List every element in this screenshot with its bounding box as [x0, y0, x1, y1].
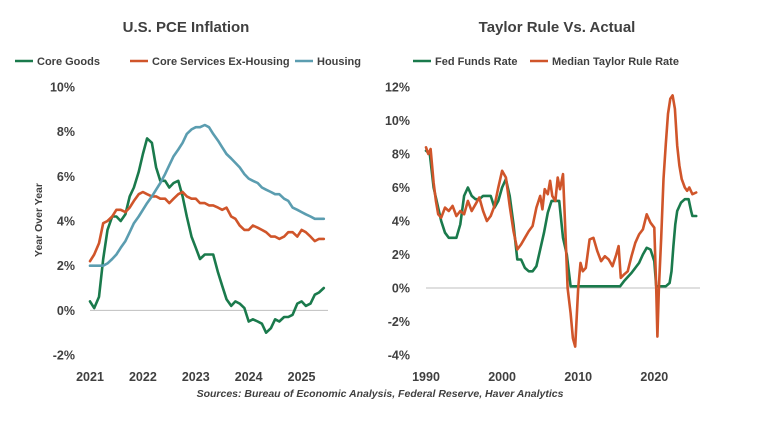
- legend: Core Goods Core Services Ex-Housing Hous…: [15, 56, 361, 68]
- legend-label-fed-funds: Fed Funds Rate: [435, 56, 518, 68]
- x-tick-label: 2020: [640, 370, 668, 384]
- x-tick-label: 2010: [564, 370, 592, 384]
- plot-area: -4% -2% 0% 2% 4% 6% 8% 10% 12% 1990 2000 2010 2020: [385, 81, 700, 384]
- y-tick-label: -4%: [388, 349, 410, 363]
- y-tick-label: 8%: [392, 148, 410, 162]
- legend-label-core-goods: Core Goods: [37, 56, 100, 68]
- source-note: Sources: Bureau of Economic Analysis, Fe…: [197, 388, 564, 400]
- series-line-fed-funds-rate: [424, 149, 698, 288]
- y-tick-label: -2%: [388, 315, 410, 329]
- legend: Fed Funds Rate Median Taylor Rule Rate: [413, 56, 679, 68]
- chart-title: U.S. PCE Inflation: [123, 19, 250, 36]
- y-tick-label: 2%: [57, 259, 75, 273]
- y-axis-label: Year Over Year: [33, 183, 45, 257]
- y-tick-label: 4%: [392, 215, 410, 229]
- x-tick-label: 2000: [488, 370, 516, 384]
- x-tick-label: 2022: [129, 370, 157, 384]
- series-line-core-services-ex-housing: [88, 190, 326, 263]
- legend-label-core-services: Core Services Ex-Housing: [152, 56, 290, 68]
- legend-label-taylor-rule: Median Taylor Rule Rate: [552, 56, 679, 68]
- y-tick-label: 0%: [392, 282, 410, 296]
- y-tick-label: 0%: [57, 304, 75, 318]
- y-tick-label: 6%: [392, 181, 410, 195]
- y-tick-label: 12%: [385, 81, 410, 95]
- legend-label-housing: Housing: [317, 56, 361, 68]
- y-tick-label: 10%: [50, 81, 75, 95]
- y-tick-label: 4%: [57, 215, 75, 229]
- series-line-housing: [88, 123, 326, 267]
- chart-title: Taylor Rule Vs. Actual: [479, 19, 636, 36]
- x-tick-label: 1990: [412, 370, 440, 384]
- chart-pce-inflation: U.S. PCE Inflation Core Goods Core Servi…: [15, 19, 361, 384]
- series-line-core-goods: [88, 137, 326, 334]
- chart-taylor-rule: Taylor Rule Vs. Actual Fed Funds Rate Me…: [385, 19, 700, 384]
- y-tick-label: 8%: [57, 125, 75, 139]
- series-line-median-taylor-rule-rate: [424, 94, 698, 348]
- y-tick-label: 2%: [392, 248, 410, 262]
- y-tick-label: -2%: [53, 349, 75, 363]
- x-tick-label: 2023: [182, 370, 210, 384]
- x-tick-label: 2021: [76, 370, 104, 384]
- y-tick-label: 10%: [385, 114, 410, 128]
- plot-area: -2% 0% 2% 4% 6% 8% 10% 2021 2022 2023 2024 2025: [50, 81, 328, 384]
- x-tick-label: 2025: [288, 370, 316, 384]
- x-tick-label: 2024: [235, 370, 263, 384]
- y-tick-label: 6%: [57, 170, 75, 184]
